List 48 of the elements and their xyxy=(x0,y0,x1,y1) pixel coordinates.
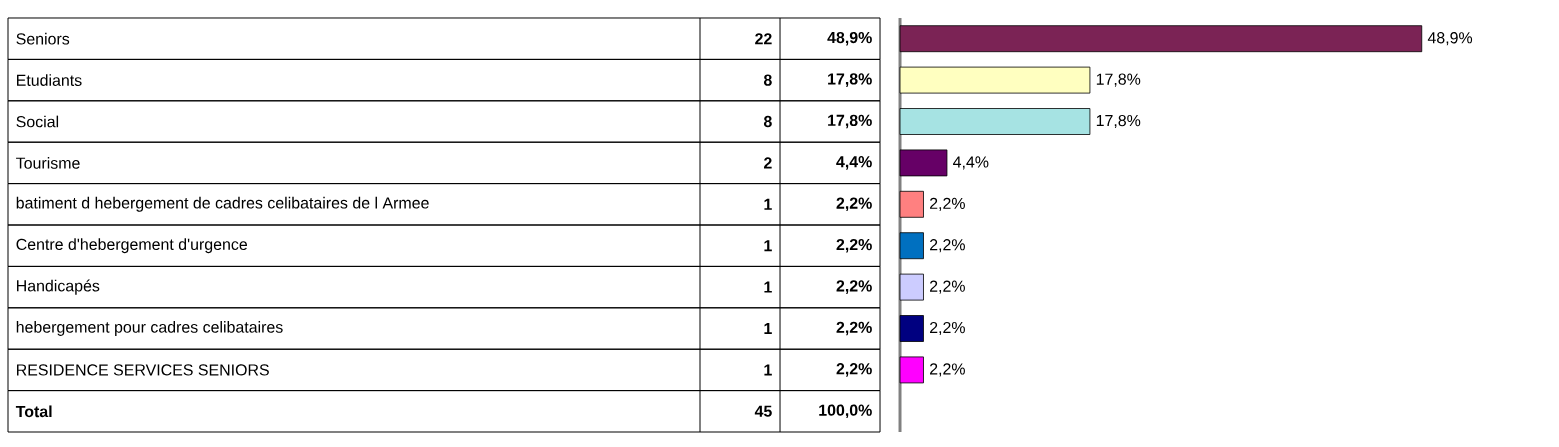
category-label: Seniors xyxy=(16,32,70,45)
text: 1 xyxy=(764,281,772,293)
text: 2,2% xyxy=(836,238,872,253)
text: 1 xyxy=(764,198,772,210)
bar xyxy=(899,356,924,384)
text: 100,0% xyxy=(819,404,872,419)
text: 8 xyxy=(763,74,772,86)
bar xyxy=(899,190,924,218)
data-label: 2,2% xyxy=(930,280,965,294)
category-label: batiment d hebergement de cadres celibataires de l Armee xyxy=(16,196,429,212)
category-label: hebergement pour cadres celibataires xyxy=(16,321,283,336)
category-label: RESIDENCE SERVICES SENIORS xyxy=(17,364,269,376)
text: 45 xyxy=(754,405,772,417)
text: 1 xyxy=(764,364,772,376)
text: 2 xyxy=(764,157,772,169)
text: 17,8% xyxy=(828,73,872,87)
text: 22 xyxy=(755,33,772,45)
data-label: 17,8% xyxy=(1096,114,1141,129)
data-label: 4,4% xyxy=(953,156,989,170)
data-label: 48,9% xyxy=(1427,32,1473,46)
bar xyxy=(899,315,924,342)
text: 1 xyxy=(764,323,772,334)
text: 4,4% xyxy=(836,156,872,170)
category-label: Social xyxy=(16,115,59,128)
data-label: 2,2% xyxy=(930,321,965,336)
text: 2,2% xyxy=(836,280,872,294)
data-label: 2,2% xyxy=(930,363,965,377)
text: 2,2% xyxy=(836,197,872,212)
data-label: 2,2% xyxy=(930,197,965,211)
bar xyxy=(899,108,1091,135)
category-label: Tourisme xyxy=(16,157,80,169)
text: 8 xyxy=(763,115,772,128)
text: 17,8% xyxy=(828,114,872,129)
data-label: 17,8% xyxy=(1096,73,1141,87)
text: 48,9% xyxy=(827,31,872,46)
bar xyxy=(899,149,948,177)
bar xyxy=(899,273,924,301)
bar xyxy=(899,232,924,260)
text: Total xyxy=(15,405,52,418)
text: 2,2% xyxy=(836,321,872,336)
bar xyxy=(899,66,1091,94)
text: 2,2% xyxy=(836,363,872,377)
data-label: 2,2% xyxy=(930,239,965,253)
category-label: Etudiants xyxy=(17,74,82,86)
bar xyxy=(899,25,1423,53)
text: 1 xyxy=(764,240,772,252)
category-label: Centre d'hebergement d'urgence xyxy=(16,238,248,254)
category-label: Handicapés xyxy=(17,279,100,295)
